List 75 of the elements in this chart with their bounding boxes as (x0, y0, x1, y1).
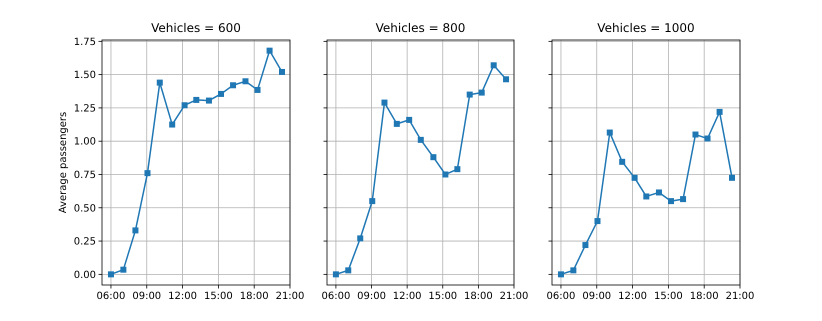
point (369, 198, 376, 204)
point (279, 68, 286, 75)
point (242, 78, 248, 84)
point (182, 102, 188, 108)
point (680, 196, 686, 202)
point (156, 80, 163, 86)
point (692, 132, 698, 138)
point (132, 227, 138, 234)
x-tick-label: 18:00 (240, 291, 269, 302)
point (570, 267, 576, 274)
point (490, 62, 497, 68)
point (704, 136, 711, 142)
x-tick-label: 12:00 (618, 291, 647, 302)
y-tick-label: 0.00 (74, 270, 96, 281)
chart-title: Vehicles = 1000 (597, 21, 695, 35)
point (218, 90, 224, 97)
point (632, 174, 638, 181)
point (206, 98, 212, 104)
x-tick-label: 21:00 (276, 291, 304, 302)
x-tick-label: 18:00 (464, 291, 493, 302)
point (478, 90, 485, 96)
point (594, 218, 600, 224)
x-tick-label: 06:00 (546, 291, 576, 302)
x-tick-label: 18:00 (690, 291, 719, 302)
point (406, 116, 412, 123)
point (582, 242, 588, 248)
y-tick-label: 1.25 (74, 103, 96, 114)
point (418, 136, 424, 143)
point (466, 92, 473, 98)
point (430, 154, 436, 160)
point (345, 267, 352, 274)
point (558, 271, 564, 278)
point (230, 82, 236, 88)
x-tick-label: 12:00 (168, 291, 197, 302)
point (193, 96, 200, 103)
y-tick-label: 0.25 (74, 236, 96, 248)
point (503, 76, 510, 82)
y-tick-label: 1.00 (74, 136, 96, 148)
x-tick-label: 15:00 (654, 291, 683, 302)
point (643, 193, 650, 200)
point (716, 108, 723, 115)
y-axis-title: Average passengers (58, 112, 69, 214)
point (442, 171, 448, 178)
point (169, 122, 176, 128)
point (254, 86, 261, 93)
chart-title: Vehicles = 600 (151, 21, 241, 35)
point (108, 271, 114, 278)
x-tick-label: 12:00 (392, 291, 422, 302)
point (144, 170, 150, 176)
point (619, 158, 626, 165)
point (120, 266, 126, 273)
x-tick-label: 15:00 (204, 291, 233, 302)
point (394, 120, 400, 127)
x-tick-label: 21:00 (500, 291, 528, 302)
point (266, 48, 273, 54)
point (454, 166, 460, 172)
x-tick-label: 09:00 (357, 291, 386, 302)
x-tick-label: 21:00 (726, 291, 754, 302)
point (729, 174, 736, 181)
x-tick-label: 09:00 (582, 291, 612, 302)
point (357, 235, 364, 242)
point (656, 189, 662, 196)
x-tick-label: 09:00 (132, 291, 162, 302)
y-tick-label: 0.75 (74, 170, 96, 181)
y-tick-label: 1.50 (74, 70, 96, 82)
point (606, 130, 613, 136)
point (381, 100, 388, 106)
point (332, 271, 339, 278)
y-tick-label: 0.50 (74, 203, 96, 214)
x-tick-label: 15:00 (428, 291, 458, 302)
x-tick-label: 06:00 (96, 291, 126, 302)
y-tick-label: 1.75 (74, 36, 96, 48)
x-tick-label: 06:00 (321, 291, 350, 302)
point (668, 198, 674, 204)
chart-title: Vehicles = 800 (376, 21, 466, 35)
